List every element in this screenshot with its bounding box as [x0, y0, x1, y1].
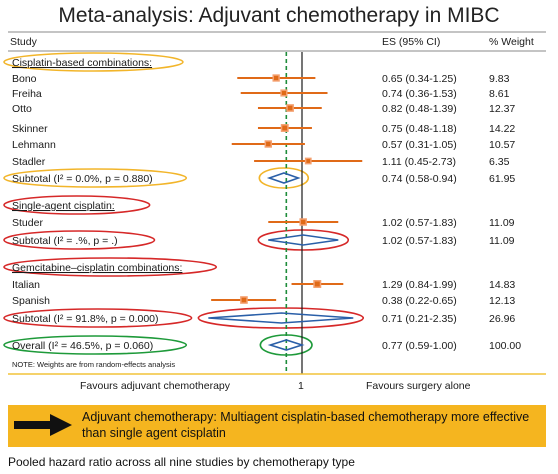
study-label: Italian: [12, 279, 40, 291]
es-ci-label: 1.02 (0.57-1.83): [382, 217, 457, 229]
weight-label: 12.37: [489, 103, 515, 115]
es-ci-label: 0.57 (0.31-1.05): [382, 139, 457, 151]
weight-label: 10.57: [489, 139, 515, 151]
row-lehmann: Lehmann 0.57 (0.31-1.05) 10.57: [12, 139, 515, 151]
subtotal-diamond-oval: [258, 167, 310, 189]
es-ci-label: 1.29 (0.84-1.99): [382, 279, 457, 291]
subtotal-label-oval: [3, 168, 188, 188]
header-study: Study: [10, 36, 38, 48]
weight-label: 12.13: [489, 295, 515, 307]
subtotal-diamond-oval: [197, 307, 365, 329]
right-arrow-icon: [14, 414, 72, 436]
point-estimate-box: [313, 280, 322, 288]
subtotal-label-oval: [3, 230, 156, 250]
es-ci-label: 0.82 (0.48-1.39): [382, 103, 457, 115]
annotation-ovals: [3, 52, 365, 356]
study-label: Studer: [12, 217, 43, 229]
subtotal-label: Subtotal (I² = 0.0%, p = 0.880): [12, 173, 153, 185]
group-header-label: Cisplatin-based combinations:: [12, 57, 152, 69]
point-estimate-box: [264, 140, 272, 148]
subtotal-label: Subtotal (I² = .%, p = .): [12, 235, 118, 247]
weights-note: NOTE: Weights are from random-effects an…: [12, 360, 175, 369]
group-header-oval: [3, 195, 151, 215]
overall-label: Overall (I² = 46.5%, p = 0.060): [12, 340, 153, 352]
conclusion-text: Adjuvant chemotherapy: Multiagent cispla…: [82, 410, 530, 440]
row-single-agent-cisplatin: Single-agent cisplatin:: [12, 200, 115, 212]
row-studer: Studer 1.02 (0.57-1.83) 11.09: [12, 217, 515, 229]
es-ci-label: 1.11 (0.45-2.73): [382, 156, 456, 168]
weight-label: 11.09: [489, 217, 515, 229]
weight-label: 14.83: [489, 279, 515, 291]
group-header-oval: [3, 52, 184, 72]
pooled-estimate-diamond: [267, 339, 305, 351]
study-label: Bono: [12, 73, 37, 85]
weight-label: 61.95: [489, 173, 515, 185]
header-weight: % Weight: [489, 36, 534, 48]
study-label: Lehmann: [12, 139, 56, 151]
group-header-label: Single-agent cisplatin:: [12, 200, 115, 212]
es-ci-label: 0.74 (0.36-1.53): [382, 88, 457, 100]
row-subtotal-i-91-8-p-0-000: Subtotal (I² = 91.8%, p = 0.000) 0.71 (0.…: [12, 312, 515, 325]
reference-lines: [285, 52, 303, 374]
row-stadler: Stadler 1.11 (0.45-2.73) 6.35: [12, 156, 510, 168]
subtotal-label-oval: [3, 308, 193, 328]
study-label: Stadler: [12, 156, 46, 168]
weight-label: 100.00: [489, 340, 521, 352]
weight-label: 14.22: [489, 123, 515, 135]
row-gemcitabine-cisplatin-combinations: Gemcitabine–cisplatin combinations:: [12, 262, 182, 274]
weight-label: 11.09: [489, 235, 515, 247]
study-label: Otto: [12, 103, 32, 115]
es-ci-label: 0.77 (0.59-1.00): [382, 340, 457, 352]
weight-label: 26.96: [489, 313, 515, 325]
group-header-label: Gemcitabine–cisplatin combinations:: [12, 262, 182, 274]
favours-left-label: Favours adjuvant chemotherapy: [80, 380, 231, 392]
point-estimate-box: [280, 89, 288, 97]
row-cisplatin-based-combinations: Cisplatin-based combinations:: [12, 57, 152, 69]
weight-label: 9.83: [489, 73, 510, 85]
es-ci-label: 0.65 (0.34-1.25): [382, 73, 457, 85]
header-es: ES (95% CI): [382, 36, 440, 48]
point-estimate-box: [299, 218, 307, 226]
es-ci-label: 1.02 (0.57-1.83): [382, 235, 457, 247]
es-ci-label: 0.75 (0.48-1.18): [382, 123, 457, 135]
chart-title: Meta-analysis: Adjuvant chemotherapy in …: [58, 4, 500, 27]
study-label: Skinner: [12, 123, 48, 135]
row-spanish: Spanish 0.38 (0.22-0.65) 12.13: [12, 295, 515, 307]
overall-label-oval: [3, 335, 188, 355]
conclusion-box: Adjuvant chemotherapy: Multiagent cispla…: [8, 405, 546, 447]
study-label: Spanish: [12, 295, 50, 307]
row-skinner: Skinner 0.75 (0.48-1.18) 14.22: [12, 123, 515, 135]
point-estimate-box: [286, 104, 294, 112]
favours-right-label: Favours surgery alone: [366, 380, 471, 392]
pooled-estimate-diamond: [268, 234, 339, 246]
subtotal-diamond-oval: [257, 229, 350, 251]
point-estimate-box: [304, 157, 312, 165]
study-label: Freiha: [12, 88, 42, 100]
figure-caption: Pooled hazard ratio across all nine stud…: [8, 455, 355, 469]
subtotal-label: Subtotal (I² = 91.8%, p = 0.000): [12, 313, 159, 325]
point-estimate-box: [280, 124, 289, 132]
point-estimate-box: [240, 296, 248, 304]
row-overall-i-46-5-p-0-060: Overall (I² = 46.5%, p = 0.060) 0.77 (0.5…: [12, 339, 521, 352]
axis-tick-label-1: 1: [298, 380, 304, 392]
es-ci-label: 0.74 (0.58-0.94): [382, 173, 457, 185]
pooled-estimate-diamond: [266, 172, 301, 184]
group-header-oval: [3, 257, 218, 277]
es-ci-label: 0.71 (0.21-2.35): [382, 313, 457, 325]
row-subtotal-i-p: Subtotal (I² = .%, p = .) 1.02 (0.57-1.83…: [12, 234, 515, 247]
weight-label: 6.35: [489, 156, 510, 168]
forest-rows: Cisplatin-based combinations: Bono 0.65 (0…: [12, 57, 521, 352]
point-estimate-box: [272, 74, 280, 82]
row-otto: Otto 0.82 (0.48-1.39) 12.37: [12, 103, 515, 115]
es-ci-label: 0.38 (0.22-0.65): [382, 295, 457, 307]
row-bono: Bono 0.65 (0.34-1.25) 9.83: [12, 73, 510, 85]
pooled-estimate-diamond: [208, 312, 354, 324]
forest-plot: Study ES (95% CI) % Weight Cisplatin-bas…: [3, 31, 546, 392]
row-subtotal-i-0-0-p-0-880: Subtotal (I² = 0.0%, p = 0.880) 0.74 (0.5…: [12, 172, 515, 185]
row-italian: Italian 1.29 (0.84-1.99) 14.83: [12, 279, 515, 291]
row-freiha: Freiha 0.74 (0.36-1.53) 8.61: [12, 88, 510, 100]
weight-label: 8.61: [489, 88, 510, 100]
